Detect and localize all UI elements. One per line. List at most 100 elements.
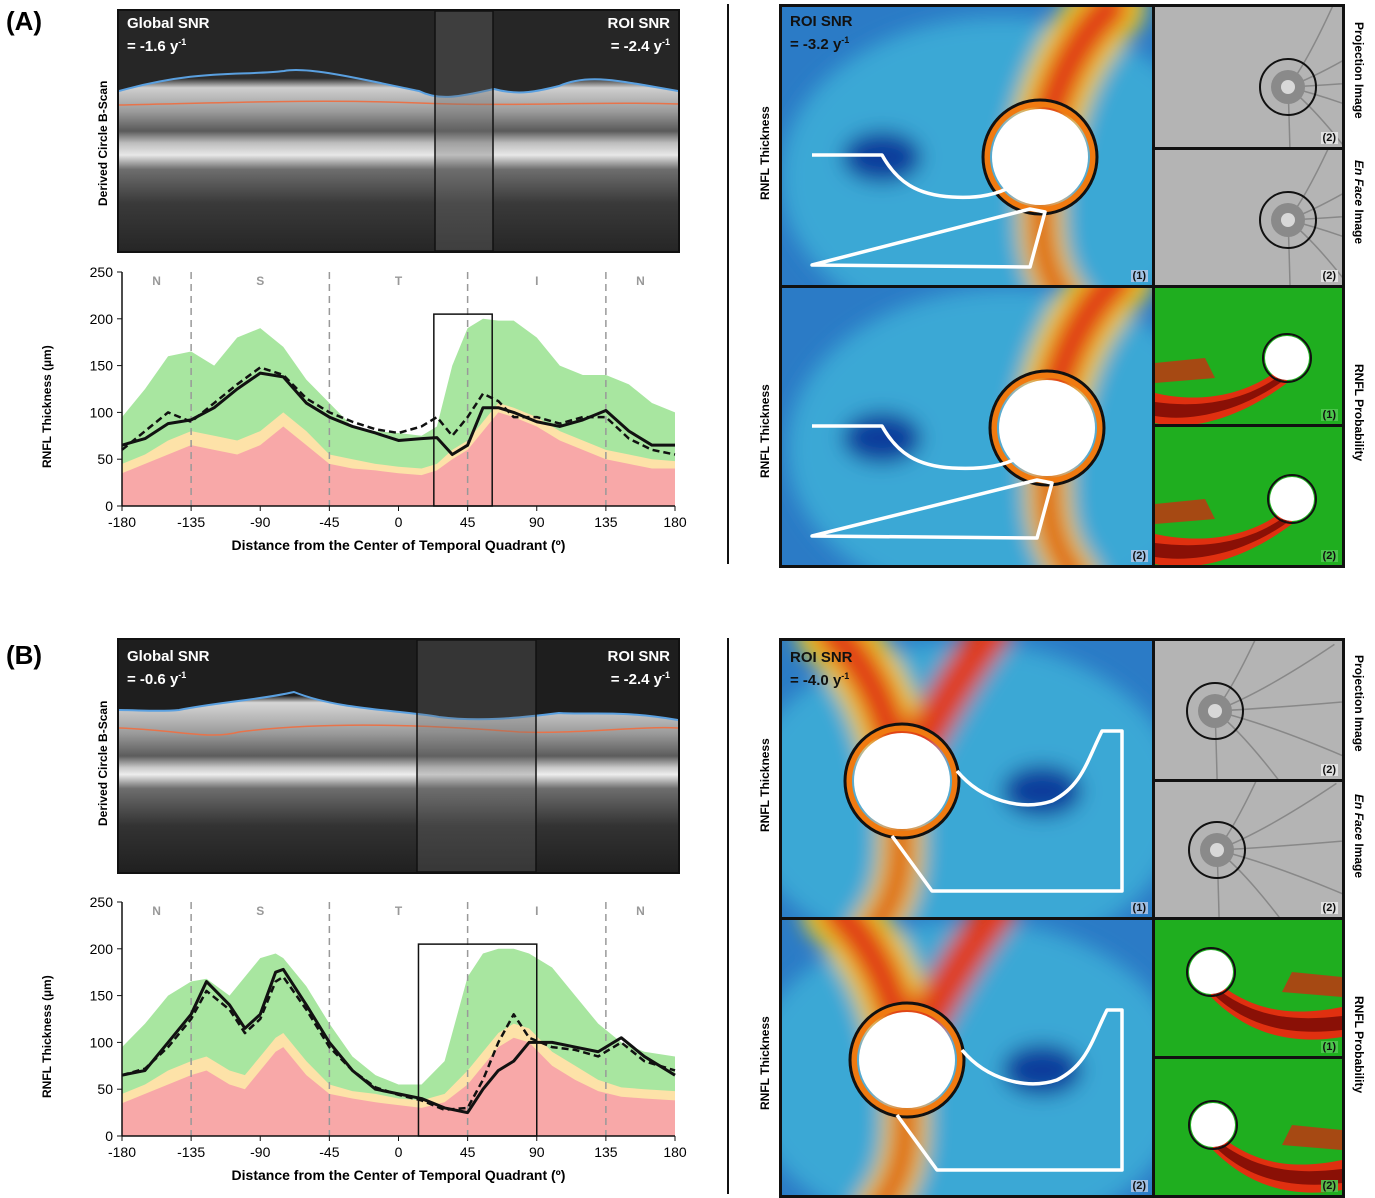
tag: (1) — [1130, 270, 1148, 282]
quadrant-label: N — [636, 274, 645, 288]
optic-disc — [1189, 950, 1233, 994]
map-a-prob-2: (2) — [1155, 427, 1342, 565]
x-tick-label: 135 — [594, 514, 618, 530]
severe-region — [1213, 1137, 1342, 1185]
severe-region — [1155, 370, 1287, 418]
bscan-b-global-snr: Global SNR = -0.6 y-1 — [127, 648, 210, 688]
x-tick-label: 45 — [460, 1144, 476, 1160]
map-a-frame: ROI SNR = -3.2 y-1 (1) (2) (2) (2) (1) (… — [779, 4, 1345, 568]
map-b-thickness-2: (2) — [782, 920, 1152, 1195]
panel-b-divider — [727, 638, 729, 1194]
scan-circle — [1186, 682, 1244, 740]
tag: (2) — [1130, 550, 1148, 562]
y-tick-label: 250 — [90, 894, 114, 910]
roi-outline — [890, 729, 1124, 893]
x-tick-label: 90 — [529, 514, 545, 530]
bscan-a: Global SNR = -1.6 y-1 ROI SNR = -2.4 y-1 — [117, 9, 680, 253]
map-a-heatmap-2 — [782, 288, 1152, 565]
en-face-image — [1155, 782, 1342, 917]
tag: (2) — [1320, 550, 1338, 562]
x-tick-label: -90 — [250, 1144, 270, 1160]
map-b-row1-label: RNFL Thickness — [758, 738, 772, 832]
tag: (1) — [1320, 1041, 1338, 1053]
y-tick-label: 100 — [90, 404, 114, 420]
map-b-side-label-3: RNFL Probability — [1352, 996, 1366, 1094]
x-axis-title: Distance from the Center of Temporal Qua… — [232, 1167, 566, 1183]
quadrant-label: T — [395, 904, 403, 918]
quadrant-label: S — [256, 274, 264, 288]
severe-region — [1211, 984, 1342, 1032]
quadrant-label: I — [535, 904, 538, 918]
bscan-b: Global SNR = -0.6 y-1 ROI SNR = -2.4 y-1 — [117, 638, 680, 874]
quadrant-label: N — [152, 274, 161, 288]
quadrant-label: N — [636, 904, 645, 918]
map-b-side-label-2: En Face Image — [1352, 794, 1366, 879]
map-a-prob-1: (1) — [1155, 288, 1342, 424]
abnormal-patch — [1282, 1125, 1342, 1150]
projection-image — [1155, 641, 1342, 779]
x-axis-title: Distance from the Center of Temporal Qua… — [232, 537, 566, 553]
x-tick-label: 90 — [529, 1144, 545, 1160]
map-a-roi-snr: ROI SNR = -3.2 y-1 — [790, 13, 853, 53]
x-tick-label: 135 — [594, 1144, 618, 1160]
tag: (1) — [1320, 409, 1338, 421]
chart-b: N S T I N 0 50 100 150 200 250 -180 -135 -90 -45 0 45 90 1… — [90, 894, 687, 1183]
map-a-side-label-2: En Face Image — [1352, 160, 1366, 245]
x-tick-label: 45 — [460, 514, 476, 530]
map-b-roi-snr: ROI SNR = -4.0 y-1 — [790, 649, 853, 689]
series-solid-line — [121, 967, 676, 1115]
map-a-row2-label: RNFL Thickness — [758, 384, 772, 478]
roi-outline — [810, 424, 1054, 540]
roi-outline — [895, 1008, 1124, 1172]
bscan-a-image — [119, 11, 678, 251]
probability-map — [1155, 920, 1342, 1056]
y-tick-label: 200 — [90, 941, 114, 957]
disc-outline — [981, 98, 1099, 216]
map-b-thickness-1: ROI SNR = -4.0 y-1 (1) — [782, 641, 1152, 917]
optic-disc — [854, 733, 950, 829]
optic-disc — [1265, 336, 1309, 380]
y-tick-label: 50 — [97, 1081, 113, 1097]
panel-b-label: (B) — [6, 640, 43, 670]
disc-outline — [988, 369, 1106, 487]
bscan-a-global-snr: Global SNR = -1.6 y-1 — [127, 15, 210, 55]
tag: (2) — [1130, 1180, 1148, 1192]
tag: (2) — [1320, 764, 1338, 776]
cup — [1208, 704, 1222, 718]
projection-image — [1155, 7, 1342, 147]
y-tick-label: 100 — [90, 1034, 114, 1050]
abnormal-patch — [1155, 358, 1215, 383]
bscan-a-roi-snr: ROI SNR = -2.4 y-1 — [607, 15, 670, 55]
y-tick-label: 150 — [90, 358, 114, 374]
map-a-enface: (2) — [1155, 150, 1342, 285]
abnormal-band — [122, 412, 675, 506]
disc-outline — [843, 722, 961, 840]
quadrant-label: S — [256, 904, 264, 918]
map-b-frame: ROI SNR = -4.0 y-1 (1) (2) (2) (2) (1) (… — [779, 638, 1345, 1198]
map-a-heatmap-1 — [782, 7, 1152, 285]
y-tick-label: 0 — [105, 498, 113, 514]
scan-circle — [1267, 474, 1317, 524]
optic-disc — [992, 109, 1088, 205]
disc-outline — [848, 1001, 966, 1119]
optic-disc — [1270, 477, 1314, 521]
quadrant-label: I — [535, 274, 538, 288]
y-tick-label: 0 — [105, 1128, 113, 1144]
probability-map — [1155, 288, 1342, 424]
y-tick-label: 200 — [90, 311, 114, 327]
fundus-background — [1155, 641, 1342, 779]
bscan-b-roi-snr: ROI SNR = -2.4 y-1 — [607, 648, 670, 688]
optic-disc — [1191, 1103, 1235, 1147]
tag: (2) — [1320, 132, 1338, 144]
abnormal-patch — [1282, 972, 1342, 997]
series-dashed-line — [121, 366, 676, 456]
probability-map — [1155, 427, 1342, 565]
bscan-b-image — [119, 640, 678, 872]
y-tick-label: 250 — [90, 264, 114, 280]
y-tick-label: 50 — [97, 451, 113, 467]
map-b-projection: (2) — [1155, 641, 1342, 779]
roi-outline — [810, 153, 1047, 269]
map-b-heatmap-1 — [782, 641, 1152, 917]
disc-ring — [849, 1002, 965, 1118]
chart-b-ylabel: RNFL Thickness (µm) — [40, 975, 54, 1098]
